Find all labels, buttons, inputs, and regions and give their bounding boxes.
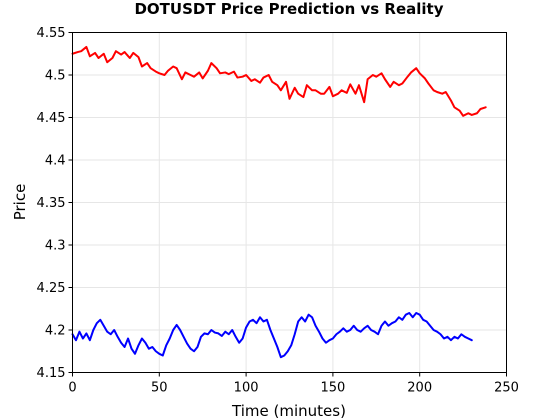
y-tick-label: 4.45 xyxy=(37,111,66,126)
chart-title: DOTUSDT Price Prediction vs Reality xyxy=(134,0,443,18)
x-tick-label: 100 xyxy=(234,381,259,396)
series-line-2 xyxy=(71,312,473,359)
x-tick-label: 200 xyxy=(407,381,432,396)
y-tick-label: 4.25 xyxy=(37,281,66,296)
series-group xyxy=(71,45,487,359)
y-tick-label: 4.5 xyxy=(45,69,66,84)
y-tick-label: 4.35 xyxy=(37,196,66,211)
y-tick-label: 4.55 xyxy=(37,26,66,41)
x-tick-label: 250 xyxy=(494,381,519,396)
y-tick-label: 4.2 xyxy=(45,324,66,339)
x-tick-label: 50 xyxy=(151,381,168,396)
y-tick-label: 4.3 xyxy=(45,239,66,254)
x-axis-label: Time (minutes) xyxy=(231,402,346,420)
y-axis: 4.15 4.2 4.25 4.3 4.35 4.4 4.45 4.5 4.55 xyxy=(37,26,73,381)
x-tick-label: 150 xyxy=(320,381,345,396)
y-tick-label: 4.15 xyxy=(37,366,66,381)
x-tick-label: 0 xyxy=(68,381,76,396)
y-tick-label: 4.4 xyxy=(45,154,66,169)
y-axis-label: Price xyxy=(11,184,29,221)
x-axis: 0 50 100 150 200 250 xyxy=(68,372,519,396)
series-line-1 xyxy=(71,45,487,117)
